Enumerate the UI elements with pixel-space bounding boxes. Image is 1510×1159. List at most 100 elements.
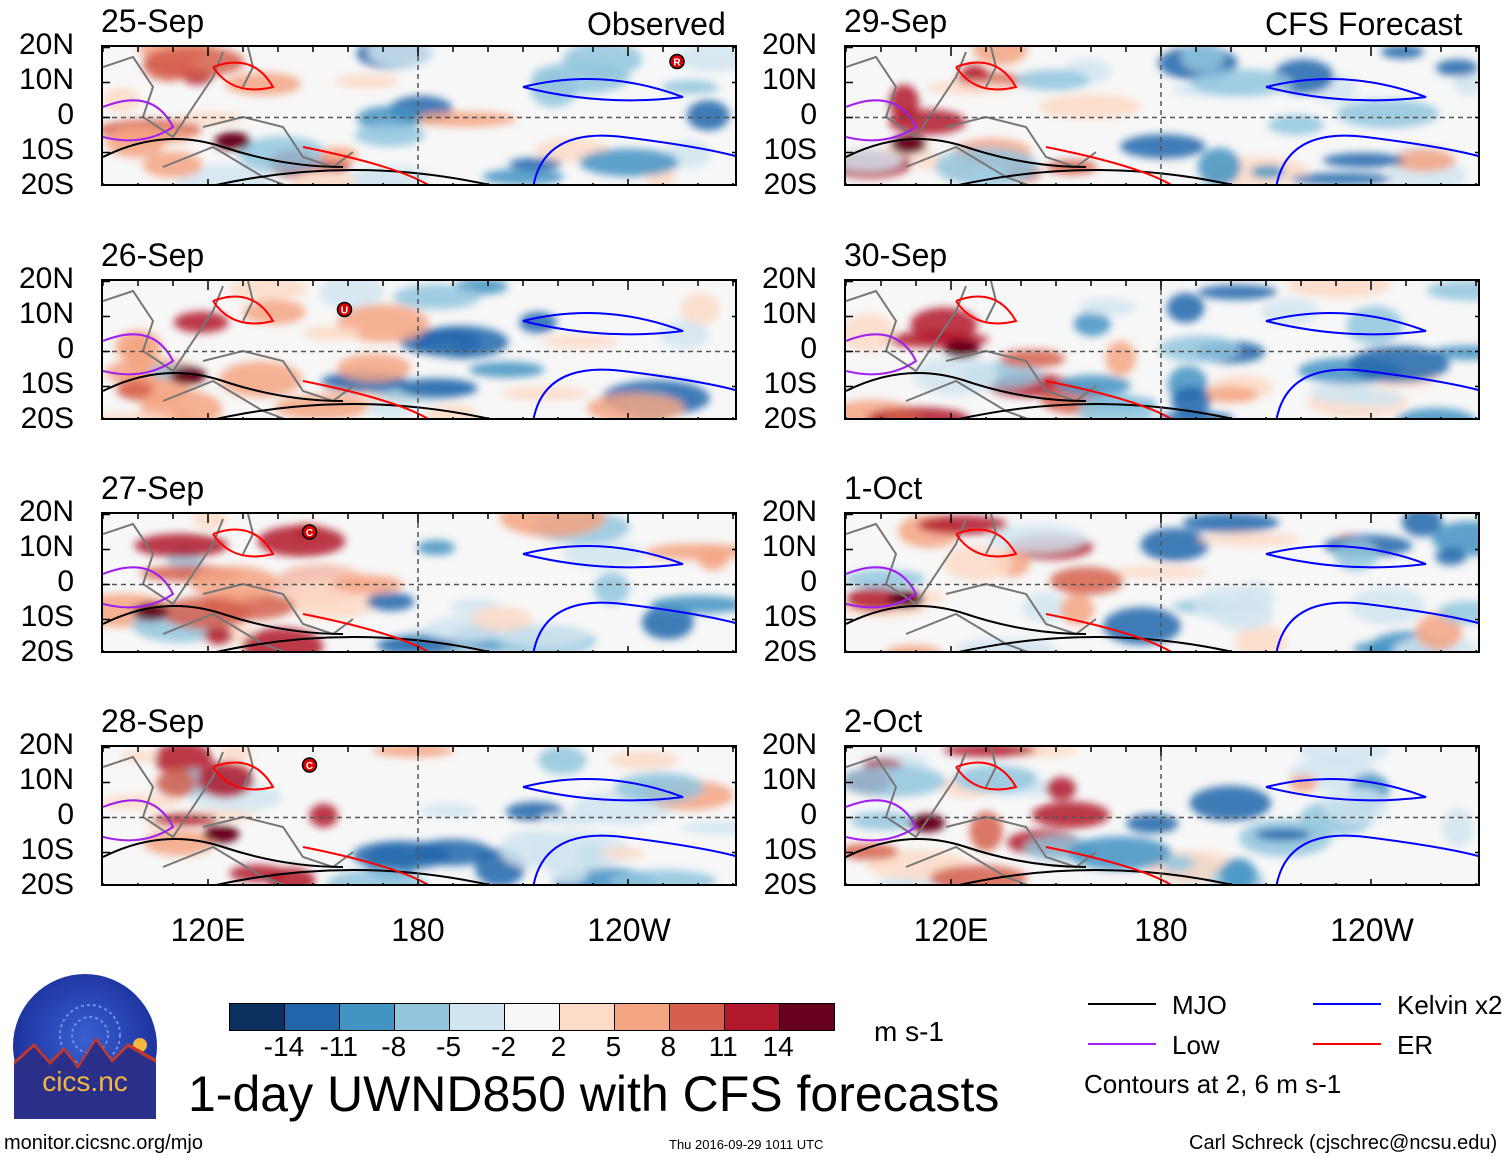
wind-anomaly-blob <box>508 157 562 171</box>
contour-line <box>1265 545 1478 651</box>
wind-anomaly-blob <box>1436 59 1478 77</box>
storm-letter: R <box>673 58 681 69</box>
storm-letter: U <box>341 306 348 317</box>
contour-line <box>212 528 429 651</box>
lat-label: 10S <box>763 133 817 166</box>
wind-anomaly-blob <box>1197 147 1241 184</box>
tropical-cyclone-icon: C <box>301 757 318 773</box>
lat-label: 20N <box>18 728 74 761</box>
lat-label: 10S <box>763 833 817 866</box>
colorbar-swatch <box>670 1004 725 1030</box>
colorbar-tick-label: -11 <box>319 1031 358 1062</box>
lat-label: 10N <box>18 297 74 330</box>
contour-line <box>103 566 175 609</box>
panel-date: 28-Sep <box>101 703 205 739</box>
contour-line <box>846 99 918 142</box>
wind-anomaly-blob <box>1120 134 1206 159</box>
wind-anomaly-blob <box>302 325 362 341</box>
colorbar-swatch <box>285 1004 340 1030</box>
wind-anomaly-blob <box>1336 99 1440 128</box>
wind-anomaly-blob <box>1190 69 1293 97</box>
coastline <box>846 514 1097 651</box>
wind-anomaly-blob <box>1415 613 1463 651</box>
wind-anomaly-blob <box>482 168 565 184</box>
wind-anomaly-blob <box>393 284 481 310</box>
lat-label: 10S <box>20 833 74 866</box>
contour-line <box>1265 312 1478 418</box>
figure-title: 1-day UWND850 with CFS forecasts <box>188 1066 1000 1122</box>
legend-label: ER <box>1397 1030 1434 1060</box>
wind-anomaly-blob <box>1342 389 1403 408</box>
wind-anomaly-blob <box>1202 386 1259 403</box>
wind-anomaly-blob <box>1321 787 1389 825</box>
contour-line <box>846 566 918 609</box>
footer-timestamp: Thu 2016-09-29 1011 UTC <box>669 1137 824 1152</box>
contour-line <box>955 761 1172 884</box>
lat-label: 10N <box>761 63 817 96</box>
wind-anomaly-blob <box>548 860 588 884</box>
panel-date: 29-Sep <box>844 3 948 39</box>
legend-line-low <box>1088 1043 1156 1045</box>
wind-anomaly-blob <box>519 311 557 334</box>
lat-label: 20N <box>761 495 817 528</box>
wind-anomaly-blob <box>1393 148 1456 172</box>
wind-anomaly-blob <box>1057 374 1131 397</box>
wind-anomaly-blob <box>334 73 399 89</box>
panel-date: 1-Oct <box>844 470 923 506</box>
colorbar-swatch <box>450 1004 505 1030</box>
wind-anomaly-blob <box>242 627 324 651</box>
wind-anomaly-blob <box>352 840 451 870</box>
lat-label: 20S <box>763 168 817 201</box>
wind-anomaly-blob <box>161 596 252 630</box>
wind-anomaly-blob <box>134 533 229 558</box>
wind-anomaly-blob <box>1348 345 1450 383</box>
lat-label: 10N <box>18 530 74 563</box>
map-panel-27-Sep: C <box>101 512 737 653</box>
lat-label: 20S <box>763 868 817 901</box>
wind-anomaly-blob <box>999 349 1066 368</box>
lon-label-120w: 120W <box>587 912 671 948</box>
wind-anomaly-blob <box>376 636 457 651</box>
wind-anomaly-blob <box>1353 642 1392 651</box>
wind-anomaly-blob <box>538 747 587 775</box>
colorbar-swatch <box>780 1004 834 1030</box>
wind-anomaly-max <box>169 366 206 385</box>
lat-label: 10N <box>761 530 817 563</box>
colorbar-tick-label: -5 <box>436 1031 462 1062</box>
wind-anomaly-blob <box>257 525 346 557</box>
lat-label: 0 <box>57 98 74 131</box>
wind-anomaly-blob <box>929 864 1028 884</box>
lat-label: 10S <box>20 133 74 166</box>
lat-label: 0 <box>800 332 817 365</box>
wind-anomaly-blob <box>1180 47 1225 72</box>
lat-label: 10S <box>20 367 74 400</box>
contour-line <box>1265 778 1478 884</box>
map-panel-30-Sep <box>844 279 1480 420</box>
wind-anomaly-blob <box>173 311 229 333</box>
contour-line <box>1265 78 1478 184</box>
wind-anomaly-blob <box>1046 777 1077 801</box>
contour-line <box>103 99 175 142</box>
lat-label: 20S <box>763 402 817 435</box>
contour-note: Contours at 2, 6 m s-1 <box>1084 1069 1342 1099</box>
wind-anomaly-blob <box>1268 114 1324 136</box>
wind-anomaly-blob <box>609 750 679 770</box>
wind-anomaly-blob <box>586 393 685 418</box>
wind-anomaly-blob <box>143 47 245 78</box>
wind-anomaly-blob <box>645 543 735 561</box>
panel-date: 26-Sep <box>101 237 205 273</box>
wind-anomaly-blob <box>846 569 926 589</box>
wind-anomaly-blob <box>614 772 705 803</box>
lat-label: 10N <box>18 63 74 96</box>
wind-anomaly-blob <box>228 281 308 301</box>
lat-label: 20N <box>18 28 74 61</box>
wind-anomaly-blob <box>410 111 517 127</box>
wind-anomaly-blob <box>1166 293 1205 323</box>
contour-line <box>522 778 735 884</box>
wind-anomaly-blob <box>1068 836 1172 871</box>
wind-anomaly-blob <box>953 765 1038 793</box>
wind-anomaly-blob <box>1220 858 1257 884</box>
lat-label: 10S <box>763 600 817 633</box>
wind-anomaly-blob <box>1073 311 1111 337</box>
wind-anomaly-max <box>909 814 946 833</box>
